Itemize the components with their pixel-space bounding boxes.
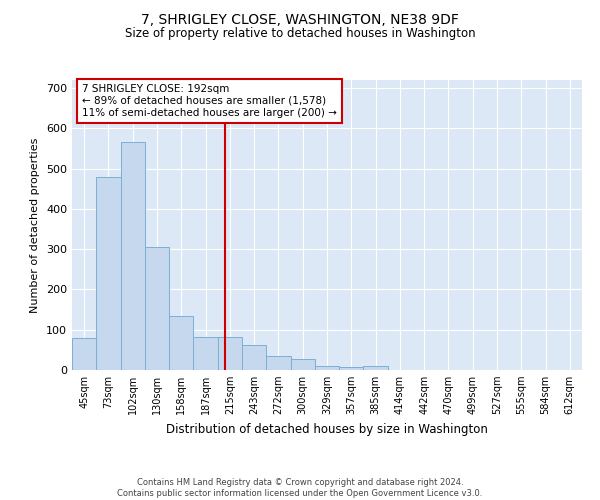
Bar bbox=[290, 358, 315, 370]
Bar bbox=[169, 316, 193, 370]
Bar bbox=[121, 142, 145, 370]
Bar bbox=[315, 366, 339, 370]
Bar bbox=[96, 176, 121, 370]
Text: 7, SHRIGLEY CLOSE, WASHINGTON, NE38 9DF: 7, SHRIGLEY CLOSE, WASHINGTON, NE38 9DF bbox=[141, 12, 459, 26]
Bar bbox=[72, 338, 96, 370]
Bar bbox=[364, 366, 388, 370]
X-axis label: Distribution of detached houses by size in Washington: Distribution of detached houses by size … bbox=[166, 422, 488, 436]
Bar bbox=[193, 336, 218, 370]
Bar bbox=[218, 336, 242, 370]
Text: 7 SHRIGLEY CLOSE: 192sqm
← 89% of detached houses are smaller (1,578)
11% of sem: 7 SHRIGLEY CLOSE: 192sqm ← 89% of detach… bbox=[82, 84, 337, 117]
Text: Size of property relative to detached houses in Washington: Size of property relative to detached ho… bbox=[125, 28, 475, 40]
Bar bbox=[242, 344, 266, 370]
Y-axis label: Number of detached properties: Number of detached properties bbox=[31, 138, 40, 312]
Text: Contains HM Land Registry data © Crown copyright and database right 2024.
Contai: Contains HM Land Registry data © Crown c… bbox=[118, 478, 482, 498]
Bar bbox=[266, 356, 290, 370]
Bar bbox=[339, 367, 364, 370]
Bar bbox=[145, 247, 169, 370]
